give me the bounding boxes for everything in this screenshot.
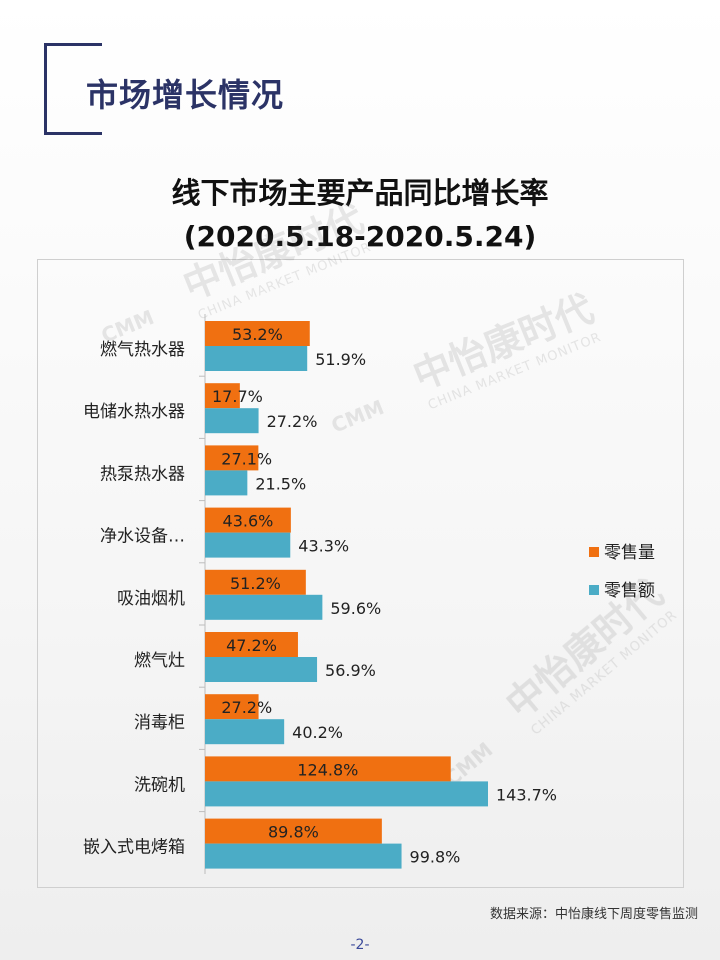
category-label: 净水设备…	[100, 527, 185, 547]
bar-retail-volume	[205, 383, 240, 409]
data-label-retail-value: 21.5%	[255, 474, 306, 493]
bar-retail-volume	[205, 507, 291, 533]
category-label: 燃气热水器	[100, 340, 185, 360]
category-label: 嵌入式电烤箱	[83, 838, 185, 858]
category-label: 吸油烟机	[117, 589, 185, 609]
chart-subtitle: (2020.5.18-2020.5.24)	[183, 220, 537, 253]
bar-retail-value	[205, 346, 308, 371]
category-label: 消毒柜	[134, 713, 185, 733]
data-label-retail-volume: 47.2%	[226, 636, 277, 655]
bar-retail-value	[205, 781, 488, 807]
section-title-bracket	[44, 43, 102, 135]
bar-retail-value	[205, 470, 248, 496]
data-label-retail-volume: 124.8%	[297, 760, 358, 779]
data-label-retail-volume: 27.2%	[221, 698, 272, 717]
bar-retail-volume	[205, 321, 310, 346]
data-label-retail-value: 99.8%	[410, 848, 461, 867]
legend-swatch	[589, 585, 599, 595]
legend-label: 零售量	[604, 543, 655, 563]
bar-retail-value	[205, 657, 318, 682]
data-label-retail-volume: 53.2%	[232, 325, 283, 344]
chart-title: 线下市场主要产品同比增长率	[171, 176, 549, 210]
data-source-note: 数据来源：中怡康线下周度零售监测	[489, 907, 698, 922]
data-label-retail-value: 40.2%	[292, 723, 343, 742]
bar-retail-volume	[205, 756, 451, 782]
category-label: 热泵热水器	[100, 464, 185, 484]
data-label-retail-value: 43.3%	[298, 537, 349, 556]
bar-retail-volume	[205, 569, 306, 595]
bar-retail-value	[205, 532, 291, 558]
bar-retail-volume	[205, 818, 382, 844]
bar-retail-volume	[205, 694, 259, 720]
bar-retail-value	[205, 408, 259, 434]
category-label: 洗碗机	[134, 775, 185, 795]
category-label: 燃气灶	[134, 651, 185, 671]
data-label-retail-value: 143.7%	[496, 785, 557, 804]
bar-retail-value	[205, 594, 323, 620]
data-label-retail-value: 51.9%	[315, 350, 366, 369]
data-label-retail-volume: 43.6%	[223, 512, 274, 531]
section-title: 市场增长情况	[86, 76, 285, 114]
data-label-retail-value: 59.6%	[330, 599, 381, 618]
legend-swatch	[589, 547, 599, 557]
data-label-retail-value: 56.9%	[325, 661, 376, 680]
data-label-retail-value: 27.2%	[267, 412, 318, 431]
legend-label: 零售额	[604, 581, 655, 601]
page-number: -2-	[350, 937, 370, 953]
data-label-retail-volume: 27.1%	[221, 449, 272, 468]
watermark-logo-text: CMM	[328, 395, 388, 438]
plot-area-frame	[37, 259, 684, 888]
category-label: 电储水热水器	[83, 402, 185, 422]
data-label-retail-volume: 51.2%	[230, 574, 281, 593]
data-label-retail-volume: 89.8%	[268, 823, 319, 842]
bar-retail-volume	[205, 445, 259, 471]
bar-retail-value	[205, 843, 402, 869]
bar-retail-volume	[205, 632, 298, 657]
data-label-retail-volume: 17.7%	[212, 387, 263, 406]
bar-retail-value	[205, 719, 285, 745]
